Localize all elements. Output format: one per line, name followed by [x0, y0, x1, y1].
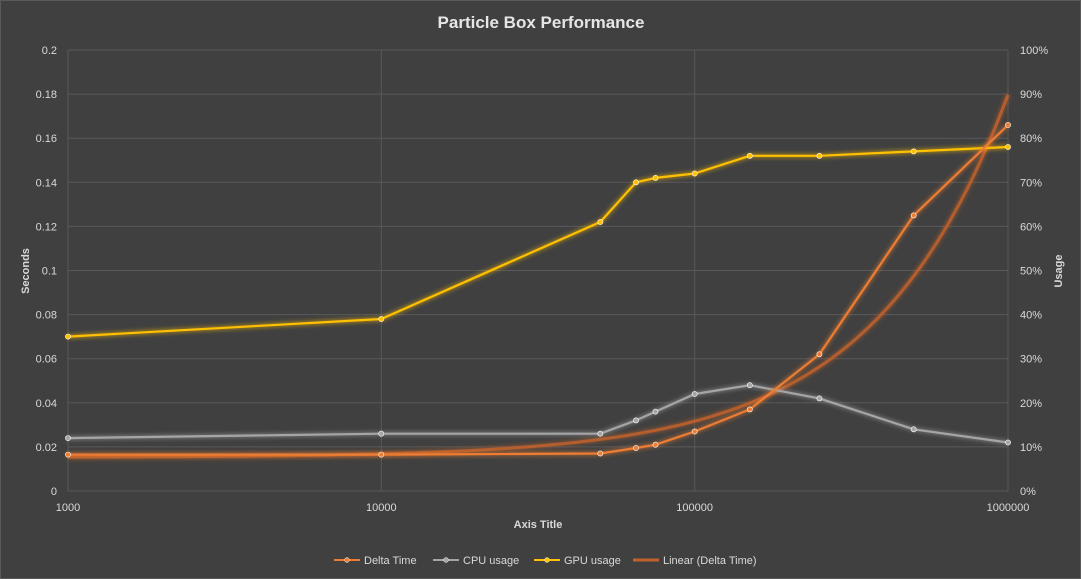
plot-series [65, 94, 1011, 459]
data-point-cpu-usage [378, 430, 385, 437]
series-line-delta-time [68, 124, 1009, 456]
legend-label-cpu-usage: CPU usage [463, 555, 519, 567]
data-point-delta-time [65, 451, 71, 458]
data-point-delta-time [378, 451, 385, 458]
legend: Delta Time CPU usage GPU usage Linear (Delt… [334, 555, 757, 567]
data-point-cpu-usage [652, 408, 659, 415]
legend-label-linear-delta-time-: Linear (Delta Time) [663, 555, 757, 567]
series-line-gpu-usage [67, 145, 1009, 338]
data-point-delta-time [691, 428, 698, 435]
data-point-gpu-usage [746, 152, 753, 159]
data-point-delta-time [1005, 122, 1011, 128]
y-tick-label: 0.2 [42, 45, 57, 57]
data-point-cpu-usage [633, 417, 639, 424]
x-tick-label: 1000 [56, 502, 80, 514]
trendline-delta-time [68, 94, 1010, 459]
data-point-gpu-usage [378, 316, 385, 322]
y2-tick-label: 20% [1020, 398, 1042, 410]
x-axis-title: Axis Title [514, 519, 563, 531]
y2-tick-label: 90% [1020, 89, 1042, 101]
legend-marker-cpu-usage [443, 557, 449, 563]
data-point-gpu-usage [652, 174, 659, 181]
data-point-delta-time [633, 445, 639, 451]
data-point-delta-time [652, 441, 659, 448]
data-point-gpu-usage [597, 219, 604, 225]
y-tick-label: 0.1 [42, 266, 57, 278]
data-point-cpu-usage [691, 391, 698, 397]
legend-label-gpu-usage: GPU usage [564, 555, 621, 567]
data-point-cpu-usage [746, 382, 753, 389]
data-point-gpu-usage [1005, 144, 1011, 150]
y-tick-label: 0.04 [36, 398, 57, 410]
y2-tick-label: 0% [1020, 486, 1036, 498]
gridlines [67, 49, 1009, 492]
data-point-cpu-usage [910, 426, 917, 433]
data-point-cpu-usage [597, 430, 604, 437]
data-point-delta-time [910, 212, 917, 219]
y2-tick-label: 30% [1020, 354, 1042, 366]
y2-tick-label: 60% [1020, 221, 1042, 233]
data-point-delta-time [746, 406, 753, 413]
y-tick-label: 0.18 [36, 89, 57, 101]
y2-axis-title: Usage [1053, 254, 1065, 287]
y2-tick-label: 80% [1020, 133, 1042, 145]
data-point-cpu-usage [1005, 439, 1011, 446]
y-tick-label: 0.08 [36, 310, 57, 322]
y-tick-label: 0 [51, 486, 57, 498]
y-tick-label: 0.12 [36, 221, 57, 233]
y2-tick-label: 50% [1020, 266, 1042, 278]
y-axis-ticks: 0 0.02 0.04 0.06 0.08 0.1 0.12 0.14 0.16 0.18 0.2 [36, 45, 57, 498]
data-point-gpu-usage [691, 170, 698, 177]
y2-tick-label: 10% [1020, 442, 1042, 454]
data-point-gpu-usage [65, 333, 71, 340]
y-tick-label: 0.06 [36, 354, 57, 366]
x-tick-label: 100000 [676, 502, 713, 514]
y2-tick-label: 70% [1020, 177, 1042, 189]
y-axis-title: Seconds [20, 248, 32, 294]
data-point-delta-time [816, 351, 823, 358]
x-tick-label: 10000 [366, 502, 397, 514]
data-point-cpu-usage [65, 435, 71, 441]
y2-tick-label: 100% [1020, 45, 1048, 57]
y-tick-label: 0.16 [36, 133, 57, 145]
y-tick-label: 0.14 [36, 177, 57, 189]
data-point-delta-time [597, 450, 604, 457]
legend-marker-gpu-usage [544, 557, 550, 563]
y-tick-label: 0.02 [36, 442, 57, 454]
data-point-cpu-usage [816, 395, 823, 402]
series-line-cpu-usage [67, 384, 1009, 444]
chart-title: Particle Box Performance [438, 13, 645, 32]
legend-marker-delta-time [344, 557, 350, 563]
x-axis-ticks: 1000 10000 100000 1000000 [56, 502, 1030, 514]
data-point-gpu-usage [633, 179, 639, 186]
data-point-gpu-usage [816, 152, 823, 159]
legend-label-delta-time: Delta Time [364, 555, 417, 567]
x-tick-label: 1000000 [987, 502, 1030, 514]
data-point-gpu-usage [910, 148, 917, 155]
y2-axis-ticks: 0% 10% 20% 30% 40% 50% 60% 70% 80% 90% 100% [1020, 45, 1048, 498]
y2-tick-label: 40% [1020, 310, 1042, 322]
